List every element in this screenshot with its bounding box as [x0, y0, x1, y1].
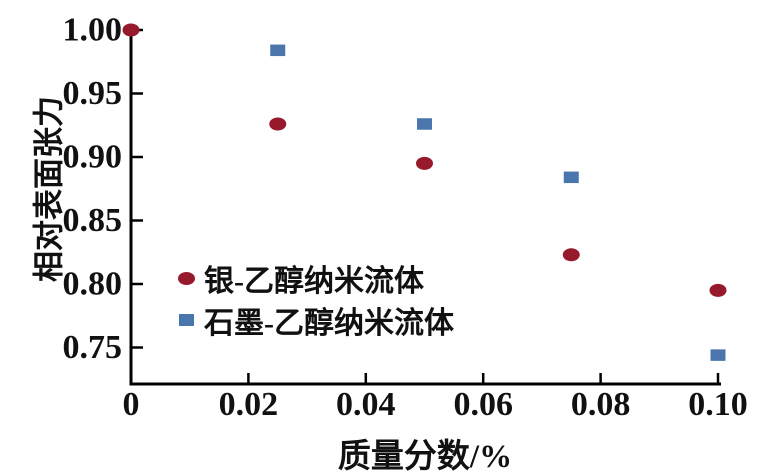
y-tick-label: 0.90: [63, 139, 123, 176]
x-tick-label: 0.08: [571, 386, 631, 423]
data-point-series0: [122, 23, 140, 37]
square-marker-icon: [178, 314, 194, 326]
y-tick-label: 0.75: [63, 329, 123, 366]
x-tick-label: 0: [123, 386, 140, 423]
legend-marker-box: [177, 314, 195, 326]
y-tick-label: 0.95: [63, 75, 123, 112]
data-point-series0: [562, 248, 580, 262]
x-tick-label: 0.06: [453, 386, 513, 423]
legend-label-graphite: 石墨-乙醇纳米流体: [204, 307, 454, 340]
data-point-series1: [563, 171, 579, 184]
legend-marker-box: [177, 271, 195, 285]
x-tick-label: 0.10: [688, 386, 748, 423]
x-axis-title: 质量分数/%: [337, 439, 513, 471]
y-tick-label: 1.00: [63, 12, 123, 49]
data-point-series1: [417, 118, 432, 130]
data-point-series1: [270, 44, 286, 57]
legend-row-graphite: 石墨-乙醇纳米流体: [177, 304, 454, 340]
x-tick-label: 0.02: [219, 386, 279, 423]
data-point-series0: [269, 117, 287, 131]
y-axis-title: 相对表面张力: [31, 96, 67, 282]
data-point-series0: [709, 283, 727, 297]
data-point-series0: [416, 156, 433, 170]
legend-label-silver: 银-乙醇纳米流体: [204, 265, 424, 298]
data-point-series1: [710, 349, 726, 361]
circle-marker-icon: [177, 271, 195, 285]
x-tick-label: 0.04: [336, 386, 396, 423]
y-tick-label: 0.85: [63, 202, 123, 239]
y-tick-label: 0.80: [63, 266, 123, 303]
legend: 银-乙醇纳米流体 石墨-乙醇纳米流体: [177, 262, 454, 340]
legend-row-silver: 银-乙醇纳米流体: [177, 262, 454, 298]
